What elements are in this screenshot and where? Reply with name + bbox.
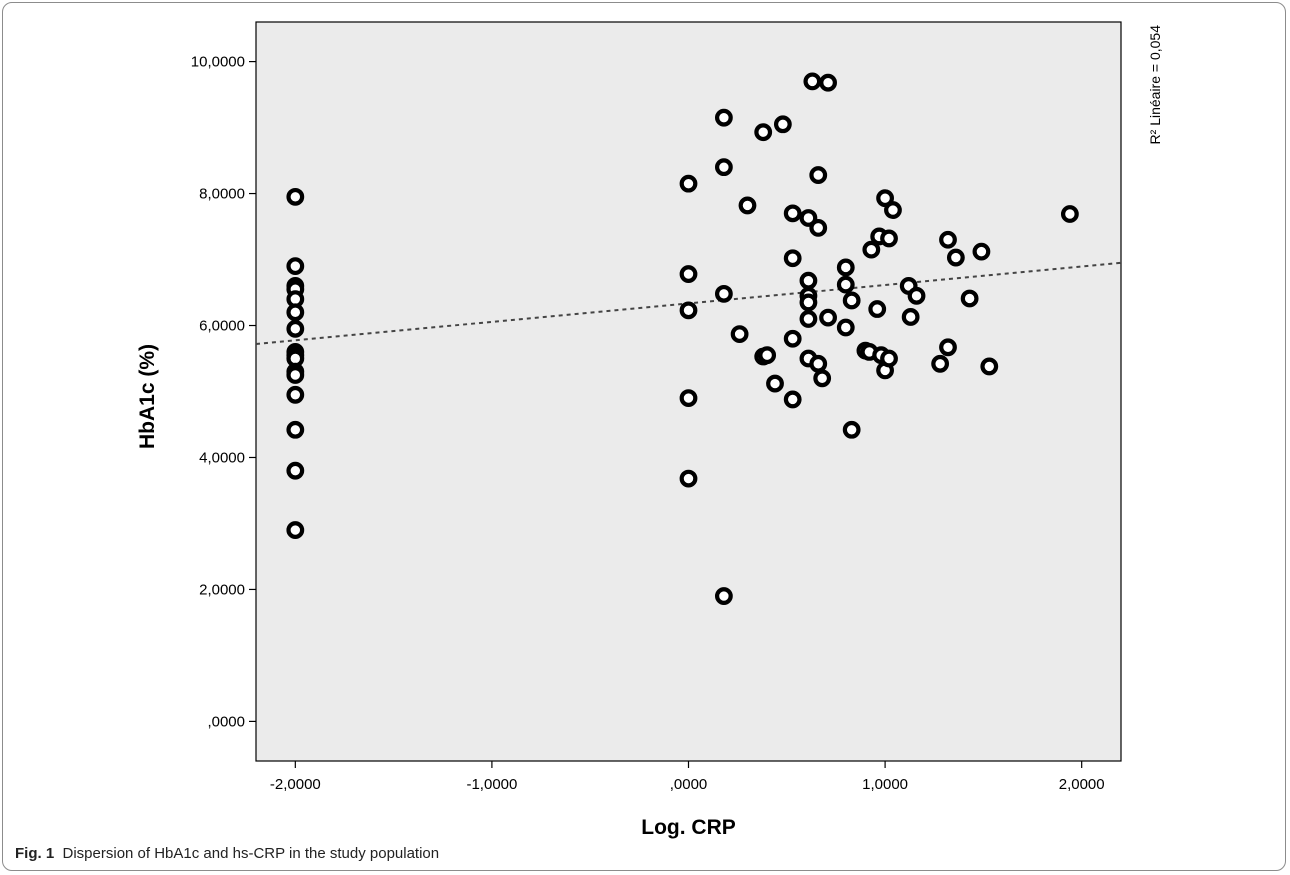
y-tick-label: 2,0000 xyxy=(199,581,245,598)
data-point xyxy=(836,275,855,294)
data-point xyxy=(876,189,894,208)
data-point xyxy=(836,318,855,337)
data-point xyxy=(819,308,837,327)
y-tick-label: 4,0000 xyxy=(199,449,245,466)
data-point xyxy=(679,301,698,320)
data-point xyxy=(907,286,926,305)
y-axis-title: HbA1c (%) xyxy=(136,344,159,449)
data-point xyxy=(286,187,305,206)
x-tick-label: -1,0000 xyxy=(466,776,517,793)
data-point xyxy=(862,240,881,259)
data-point xyxy=(809,354,828,373)
data-point xyxy=(939,230,957,249)
data-points xyxy=(286,72,1079,605)
data-point xyxy=(803,72,822,91)
data-point xyxy=(868,300,887,318)
y-axis: ,0000 2,0000 4,0000 6,0000 8,0000 10,0000 xyxy=(191,54,256,730)
data-point xyxy=(773,115,792,134)
y-tick-label: 8,0000 xyxy=(199,186,245,203)
data-point xyxy=(714,158,733,177)
data-point xyxy=(286,420,305,439)
data-point xyxy=(679,174,698,193)
data-point xyxy=(754,123,773,142)
data-point xyxy=(836,258,855,277)
data-point xyxy=(799,209,818,227)
y-tick-label: 6,0000 xyxy=(199,318,245,335)
data-point xyxy=(679,389,698,407)
x-axis: -2,0000 -1,0000 ,0000 1,0000 2,0000 xyxy=(270,761,1105,793)
r-squared-label: R² Linéaire = 0,054 xyxy=(1147,25,1163,145)
data-point xyxy=(783,204,802,223)
data-point xyxy=(1060,205,1079,223)
data-point xyxy=(679,469,698,488)
data-point xyxy=(931,354,950,373)
data-point xyxy=(946,248,965,267)
data-point xyxy=(972,242,991,261)
data-point xyxy=(880,349,898,368)
data-point xyxy=(809,218,828,237)
data-point xyxy=(714,284,733,303)
data-point xyxy=(783,390,802,409)
data-point xyxy=(679,265,698,283)
data-point xyxy=(730,325,749,343)
data-point xyxy=(884,201,902,219)
data-point xyxy=(714,108,733,127)
data-point xyxy=(286,461,305,480)
data-point xyxy=(980,357,999,376)
figure-caption-text: Dispersion of HbA1c and hs-CRP in the st… xyxy=(62,845,440,862)
data-point xyxy=(738,196,757,215)
x-tick-label: -2,0000 xyxy=(270,776,321,793)
data-point xyxy=(799,310,818,328)
x-tick-label: ,0000 xyxy=(670,776,708,793)
data-point xyxy=(783,249,802,268)
data-point xyxy=(960,289,979,308)
data-point xyxy=(286,319,305,338)
y-tick-label: ,0000 xyxy=(207,713,245,730)
data-point xyxy=(286,385,305,404)
data-point xyxy=(714,587,733,605)
data-point xyxy=(842,420,861,439)
data-point xyxy=(880,229,898,248)
data-point xyxy=(813,369,832,388)
data-point xyxy=(286,303,305,322)
data-point xyxy=(758,346,777,365)
data-point xyxy=(809,166,828,184)
data-point xyxy=(783,329,802,348)
y-tick-label: 10,0000 xyxy=(191,54,245,71)
data-point xyxy=(939,338,957,357)
figure-caption: Fig. 1 Dispersion of HbA1c and hs-CRP in… xyxy=(15,845,439,862)
data-point xyxy=(819,73,837,92)
x-axis-title: Log. CRP xyxy=(641,816,736,839)
data-point xyxy=(842,291,861,310)
data-point xyxy=(286,366,305,384)
data-point xyxy=(286,257,305,276)
data-point xyxy=(799,293,818,312)
figure-caption-label: Fig. 1 xyxy=(15,845,55,862)
data-point xyxy=(286,521,305,539)
x-tick-label: 2,0000 xyxy=(1059,776,1105,793)
data-point xyxy=(901,308,920,326)
x-tick-label: 1,0000 xyxy=(862,776,908,793)
data-point xyxy=(766,374,784,393)
data-point xyxy=(799,271,818,290)
